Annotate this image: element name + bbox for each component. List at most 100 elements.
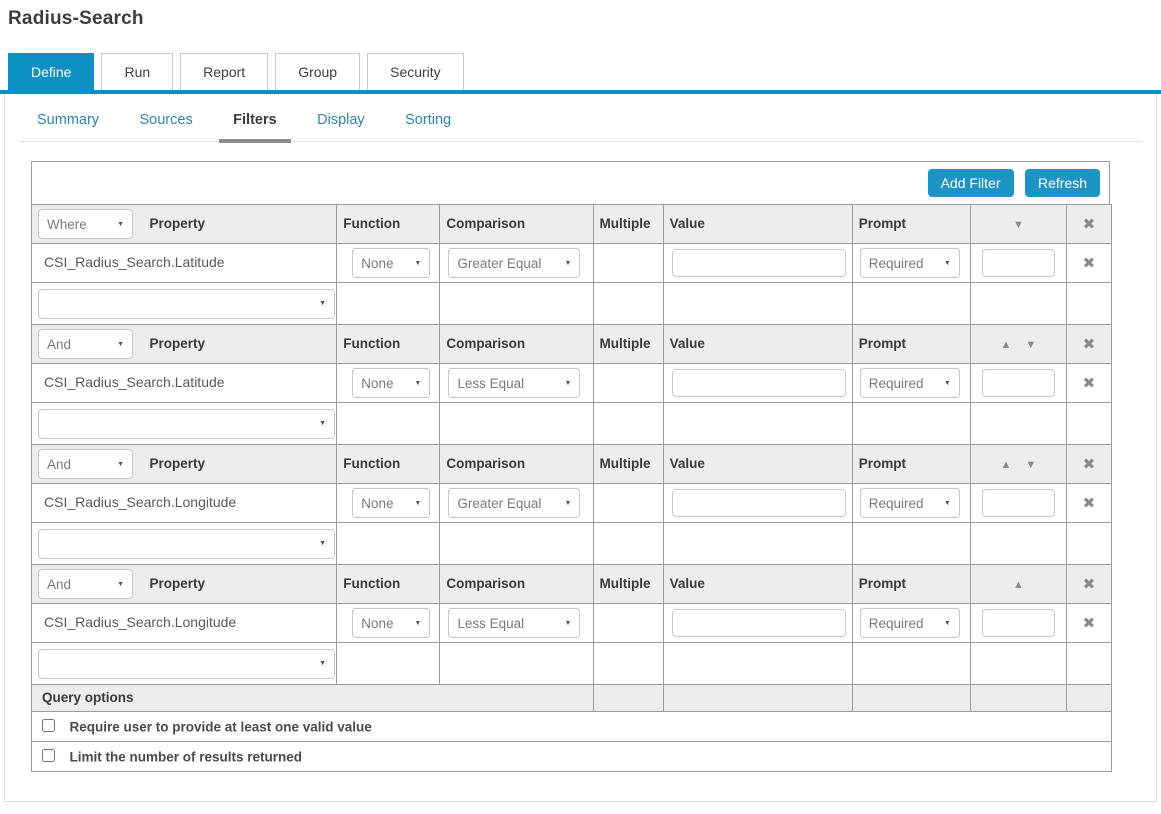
- query-option-row: Limit the number of results returned: [31, 741, 1112, 772]
- order-input[interactable]: [981, 369, 1055, 397]
- page-title: Radius-Search: [8, 8, 144, 29]
- comparison-select[interactable]: Less Equal ▼: [448, 608, 581, 638]
- function-select[interactable]: None ▼: [352, 248, 431, 278]
- remove-filter-icon[interactable]: ✖: [1082, 374, 1096, 392]
- chevron-down-icon: ▼: [414, 619, 422, 627]
- subtab-summary[interactable]: Summary: [37, 112, 100, 128]
- remove-filter-icon[interactable]: ✖: [1082, 335, 1096, 353]
- column-label-multiple: Multiple: [599, 216, 651, 231]
- comparison-select[interactable]: Less Equal ▼: [448, 368, 581, 398]
- add-property-select[interactable]: ▼: [38, 648, 335, 679]
- prompt-select[interactable]: Required ▼: [859, 608, 960, 638]
- tab-group[interactable]: Group: [275, 53, 361, 90]
- tab-run[interactable]: Run: [101, 53, 174, 90]
- move-up-icon[interactable]: ▲: [1012, 579, 1024, 591]
- filter-row: CSI_Radius_Search.Longitude None ▼ Less …: [30, 603, 1113, 643]
- function-select[interactable]: None ▼: [352, 488, 431, 518]
- column-label-property: Property: [149, 336, 205, 352]
- add-property-select[interactable]: ▼: [38, 288, 335, 319]
- define-panel: Summary Sources Filters Display Sorting …: [4, 94, 1157, 802]
- remove-filter-icon[interactable]: ✖: [1082, 614, 1096, 632]
- move-down-icon[interactable]: ▼: [1012, 219, 1024, 231]
- prompt-select[interactable]: Required ▼: [859, 248, 960, 278]
- chevron-down-icon: ▼: [564, 499, 572, 507]
- chevron-down-icon: ▼: [564, 379, 572, 387]
- value-input[interactable]: [671, 609, 846, 637]
- subtab-display[interactable]: Display: [317, 112, 365, 128]
- move-down-icon[interactable]: ▼: [1025, 339, 1037, 351]
- query-options-header: Query options: [31, 684, 1113, 712]
- filter-group-header: And ▼ Property Function Comparison Multi…: [30, 444, 1113, 484]
- add-condition-row: ▼: [30, 642, 1113, 685]
- prompt-select[interactable]: Required ▼: [859, 368, 960, 398]
- add-filter-button[interactable]: Add Filter: [927, 169, 1014, 197]
- order-input[interactable]: [981, 609, 1055, 637]
- remove-filter-icon[interactable]: ✖: [1082, 575, 1096, 593]
- order-input[interactable]: [981, 249, 1055, 277]
- remove-filter-icon[interactable]: ✖: [1082, 494, 1096, 512]
- main-tab-bar: Define Run Report Group Security: [0, 53, 1161, 94]
- add-condition-row: ▼: [30, 402, 1113, 445]
- comparison-select[interactable]: Greater Equal ▼: [448, 248, 581, 278]
- move-up-icon[interactable]: ▲: [1000, 339, 1012, 351]
- chevron-down-icon: ▼: [319, 420, 326, 427]
- filter-property: CSI_Radius_Search.Latitude: [44, 254, 225, 270]
- add-condition-row: ▼: [30, 282, 1113, 325]
- operator-select[interactable]: Where ▼: [38, 209, 133, 239]
- chevron-down-icon: ▼: [943, 379, 951, 387]
- chevron-down-icon: ▼: [414, 259, 422, 267]
- require-valid-value-label: Require user to provide at least one val…: [69, 718, 372, 734]
- chevron-down-icon: ▼: [117, 580, 124, 588]
- comparison-select[interactable]: Greater Equal ▼: [448, 488, 581, 518]
- chevron-down-icon: ▼: [414, 499, 422, 507]
- filter-property: CSI_Radius_Search.Longitude: [44, 614, 237, 630]
- subtab-sorting[interactable]: Sorting: [405, 112, 452, 128]
- operator-select[interactable]: And ▼: [38, 449, 133, 479]
- function-select[interactable]: None ▼: [352, 608, 431, 638]
- sub-tab-bar: Summary Sources Filters Display Sorting: [19, 94, 1142, 143]
- column-label-prompt: Prompt: [858, 216, 906, 231]
- require-valid-value-checkbox[interactable]: [42, 718, 55, 732]
- tab-security[interactable]: Security: [367, 53, 464, 90]
- subtab-filters[interactable]: Filters: [219, 112, 291, 143]
- tab-define[interactable]: Define: [8, 53, 95, 90]
- operator-select[interactable]: And ▼: [38, 329, 133, 359]
- add-property-select[interactable]: ▼: [38, 528, 335, 559]
- add-property-select[interactable]: ▼: [38, 408, 335, 439]
- move-up-icon[interactable]: ▲: [1000, 459, 1012, 471]
- value-input[interactable]: [671, 489, 846, 517]
- filter-row: CSI_Radius_Search.Longitude None ▼ Great…: [30, 483, 1113, 523]
- tab-report[interactable]: Report: [180, 53, 269, 90]
- filter-property: CSI_Radius_Search.Latitude: [44, 374, 225, 390]
- column-label-value: Value: [669, 216, 705, 231]
- filter-group-header: And ▼ Property Function Comparison Multi…: [30, 564, 1113, 604]
- filter-row: CSI_Radius_Search.Latitude None ▼ Less E…: [30, 363, 1113, 403]
- filter-group-header: And ▼ Property Function Comparison Multi…: [30, 324, 1113, 364]
- filters-grid: Add Filter Refresh Where ▼ Property Func…: [30, 161, 1113, 772]
- prompt-select[interactable]: Required ▼: [859, 488, 960, 518]
- filters-toolbar: Add Filter Refresh: [32, 162, 1109, 204]
- column-label-property: Property: [149, 216, 205, 232]
- remove-filter-icon[interactable]: ✖: [1082, 254, 1096, 272]
- add-condition-row: ▼: [30, 522, 1113, 565]
- operator-select[interactable]: And ▼: [38, 569, 133, 599]
- chevron-down-icon: ▼: [319, 300, 326, 307]
- chevron-down-icon: ▼: [117, 340, 124, 348]
- chevron-down-icon: ▼: [564, 259, 572, 267]
- chevron-down-icon: ▼: [943, 259, 951, 267]
- remove-filter-icon[interactable]: ✖: [1082, 455, 1096, 473]
- operator-select-value: Where: [47, 216, 87, 232]
- value-input[interactable]: [671, 249, 846, 277]
- column-label-property: Property: [149, 456, 205, 472]
- refresh-button[interactable]: Refresh: [1024, 169, 1100, 197]
- subtab-sources[interactable]: Sources: [139, 112, 193, 128]
- value-input[interactable]: [671, 369, 846, 397]
- function-select[interactable]: None ▼: [352, 368, 431, 398]
- limit-results-checkbox[interactable]: [42, 748, 55, 762]
- order-input[interactable]: [981, 489, 1055, 517]
- chevron-down-icon: ▼: [117, 220, 124, 228]
- column-label-property: Property: [149, 576, 205, 592]
- move-down-icon[interactable]: ▼: [1025, 459, 1037, 471]
- remove-filter-icon[interactable]: ✖: [1082, 215, 1096, 233]
- chevron-down-icon: ▼: [564, 619, 572, 627]
